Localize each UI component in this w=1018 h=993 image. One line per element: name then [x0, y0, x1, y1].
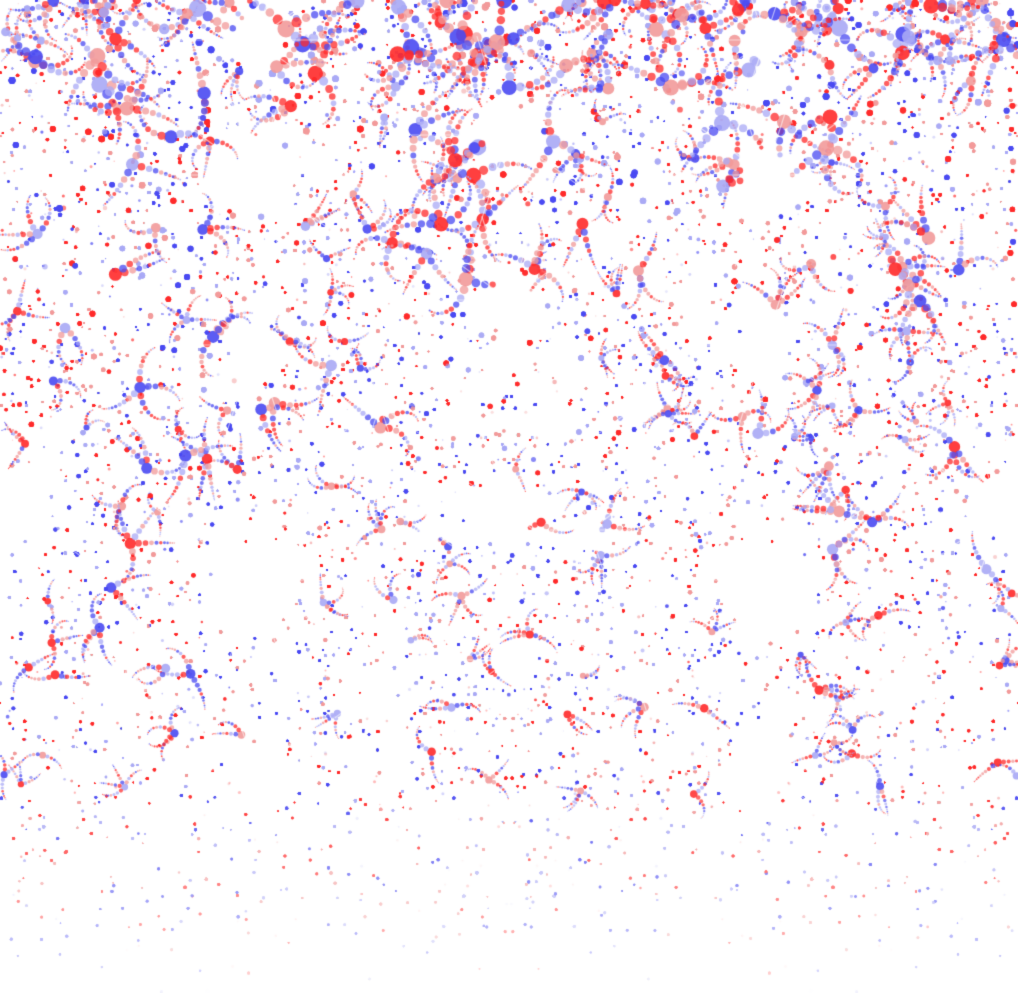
fractal-dot-canvas — [0, 0, 1018, 993]
fractal-image — [0, 0, 1018, 993]
